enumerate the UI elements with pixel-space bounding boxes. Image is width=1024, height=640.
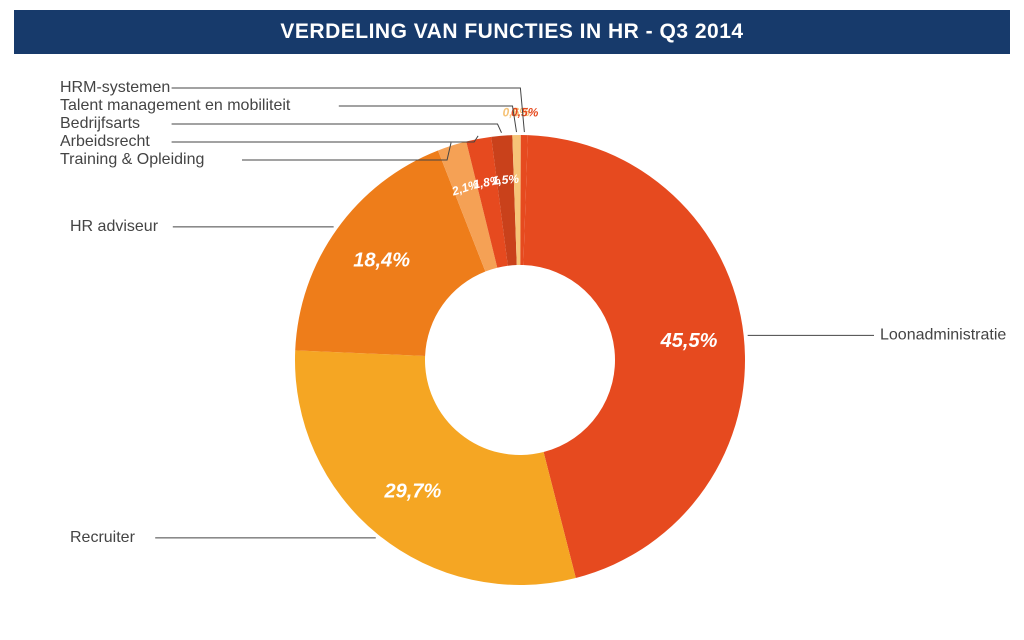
segment-label: HR adviseur (70, 218, 159, 235)
donut-segment (295, 350, 576, 585)
segment-label: Recruiter (70, 529, 136, 546)
chart-container: VERDELING VAN FUNCTIES IN HR - Q3 2014 4… (0, 0, 1024, 640)
leader-line (242, 143, 451, 160)
segment-label: Talent management en mobiliteit (60, 97, 291, 114)
segment-pct: 0,5% (511, 105, 539, 120)
segment-label: HRM-systemen (60, 79, 170, 96)
donut-chart: 45,5%29,7%18,4%2,1%1,8%1,5%0,6%0,5%HRM-s… (0, 0, 1024, 640)
segment-label: Loonadministratie (880, 327, 1006, 344)
leader-line (172, 124, 502, 133)
segment-label: Bedrijfsarts (60, 115, 140, 132)
segment-pct: 1,5% (491, 172, 520, 188)
segment-pct: 45,5% (660, 330, 718, 352)
segment-label: Training & Opleiding (60, 151, 204, 168)
segment-pct: 18,4% (353, 249, 410, 271)
leader-line (172, 136, 479, 142)
leader-line (339, 106, 517, 132)
segment-pct: 29,7% (384, 480, 442, 502)
segment-label: Arbeidsrecht (60, 133, 150, 150)
